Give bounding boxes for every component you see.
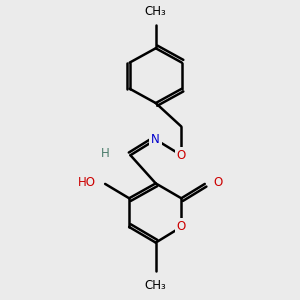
Text: N: N — [152, 133, 160, 146]
Text: CH₃: CH₃ — [145, 5, 167, 18]
Text: H: H — [101, 147, 110, 161]
Text: O: O — [213, 176, 222, 189]
Text: O: O — [177, 149, 186, 162]
Text: HO: HO — [78, 176, 96, 189]
Text: O: O — [177, 220, 186, 233]
Text: CH₃: CH₃ — [145, 279, 167, 292]
